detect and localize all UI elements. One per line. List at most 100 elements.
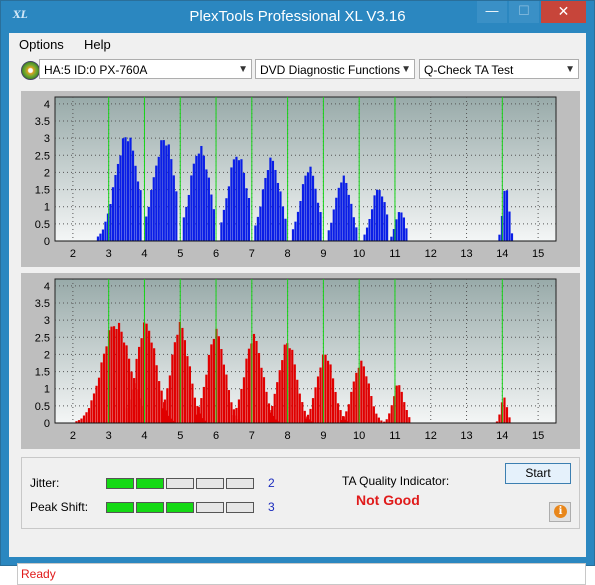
data-bar (339, 410, 342, 423)
chevron-down-icon: ▼ (401, 64, 411, 75)
function-select-value: DVD Diagnostic Functions (260, 63, 401, 77)
data-bar (330, 222, 333, 241)
x-tick-label: 12 (425, 430, 437, 442)
data-bar (187, 194, 190, 241)
data-bar (191, 383, 194, 423)
data-bar (283, 344, 286, 423)
data-bar (232, 415, 236, 423)
data-bar (212, 209, 215, 241)
data-bar (260, 367, 263, 423)
disc-icon (21, 61, 40, 80)
data-bar (254, 225, 257, 241)
data-bar (378, 190, 381, 241)
data-bar (127, 399, 131, 423)
data-bar (508, 211, 511, 241)
data-bar (316, 376, 320, 423)
data-bar (131, 150, 135, 241)
data-bar (101, 229, 105, 241)
data-bar (324, 354, 327, 423)
data-bar (262, 377, 266, 423)
data-bar (255, 340, 258, 423)
data-bar (222, 364, 226, 423)
data-bar (106, 213, 110, 241)
data-bar (207, 177, 210, 241)
data-bar (278, 370, 281, 423)
info-button[interactable]: i (549, 502, 571, 522)
lower-chart: 0 0.5 1 1.5 2 2.5 3 3.5 4 2 3 4 5 6 7 8 9 10 11 12 13 14 15 (21, 273, 580, 449)
minimize-button[interactable]: — (477, 1, 507, 23)
data-bar (510, 233, 514, 241)
data-bar (337, 187, 340, 241)
data-bar (398, 385, 401, 423)
data-bar (247, 197, 251, 241)
data-bar (405, 228, 408, 241)
chevron-down-icon: ▼ (238, 64, 248, 75)
x-tick-label: 8 (285, 430, 291, 442)
data-bar (127, 358, 131, 423)
y-tick-label: 2 (44, 167, 50, 179)
title-bar[interactable]: XL PlexTools Professional XL V3.16 — ☐ ✕ (1, 1, 594, 33)
data-bar (116, 163, 120, 241)
data-bar (150, 190, 153, 241)
data-bar (207, 354, 210, 423)
data-bar (119, 155, 122, 241)
data-bar (195, 155, 198, 241)
x-tick-label: 5 (177, 430, 183, 442)
maximize-button[interactable]: ☐ (509, 1, 539, 23)
data-bar (132, 378, 136, 423)
window-title: PlexTools Professional XL V3.16 (189, 8, 406, 25)
ta-quality-label: TA Quality Indicator: (342, 474, 450, 488)
start-button[interactable]: Start (505, 463, 571, 484)
data-bar (314, 387, 317, 423)
data-bar (186, 356, 189, 423)
data-bar (498, 234, 501, 241)
data-bar (182, 217, 185, 241)
close-button[interactable]: ✕ (541, 1, 586, 23)
data-bar (390, 405, 393, 423)
data-bar (368, 218, 371, 241)
data-bar (205, 374, 208, 423)
data-bar (352, 381, 355, 423)
data-bar (309, 408, 312, 423)
status-bar: Ready (17, 563, 586, 585)
data-bar (294, 221, 297, 241)
data-bar (383, 421, 386, 423)
data-bar (373, 195, 376, 241)
function-select[interactable]: DVD Diagnostic Functions ▼ (255, 59, 415, 79)
data-bar (498, 414, 501, 423)
data-bar (311, 175, 315, 241)
x-tick-label: 15 (532, 430, 544, 442)
data-bar (97, 377, 101, 423)
data-bar (370, 209, 374, 241)
data-bar (269, 157, 272, 241)
upper-chart: 0 0.5 1 1.5 2 2.5 3 3.5 4 2 3 4 5 6 7 8 9 10 11 12 13 14 15 (21, 91, 580, 267)
y-tick-label: 0 (44, 418, 50, 430)
client-area: Options Help HA:5 ID:0 PX-760A ▼ DVD Dia… (9, 33, 586, 585)
data-bar (299, 200, 302, 241)
meter-segment (136, 478, 164, 489)
x-tick-label: 9 (320, 430, 326, 442)
y-tick-label: 0 (44, 236, 50, 248)
jitter-label: Jitter: (30, 476, 60, 490)
data-bar (370, 396, 373, 423)
x-tick-label: 11 (389, 248, 400, 260)
y-tick-label: 3.5 (35, 116, 50, 128)
menu-help[interactable]: Help (84, 37, 111, 52)
data-bar (385, 419, 388, 423)
test-select[interactable]: Q-Check TA Test ▼ (419, 59, 579, 79)
data-bar (212, 338, 215, 423)
data-bar (121, 138, 125, 241)
data-bar (342, 416, 345, 423)
data-bar (400, 212, 403, 241)
data-bar (355, 227, 358, 241)
drive-select[interactable]: HA:5 ID:0 PX-760A ▼ (39, 59, 252, 79)
data-bar (390, 236, 393, 241)
data-bar (291, 349, 294, 423)
y-tick-label: 1 (44, 202, 50, 214)
data-bar (301, 184, 305, 241)
menu-options[interactable]: Options (19, 37, 64, 52)
data-bar (259, 206, 262, 241)
data-bar (181, 327, 184, 423)
results-panel: Jitter: 2 Peak Shift: 3 TA Quality Indic… (21, 457, 580, 529)
data-bar (175, 191, 178, 241)
